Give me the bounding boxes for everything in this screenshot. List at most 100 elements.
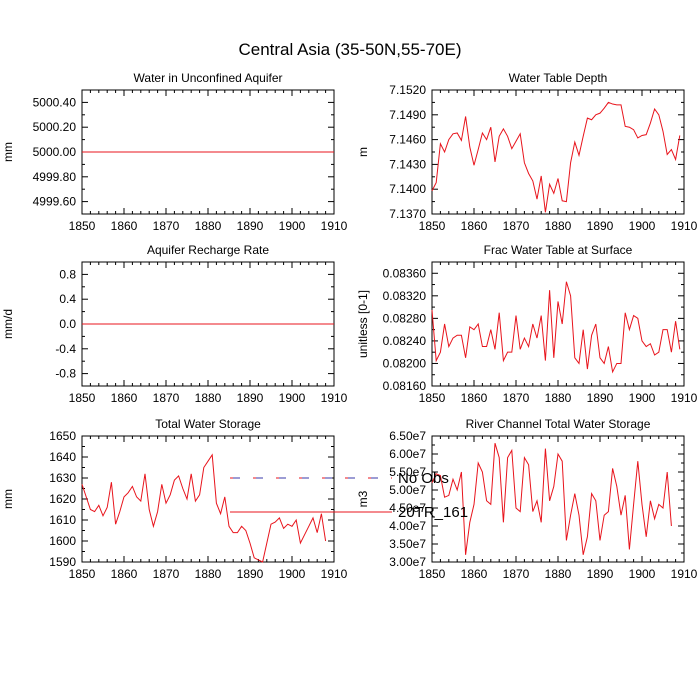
x-tick-label: 1870 [153,219,180,233]
x-tick-label: 1850 [419,567,446,581]
y-tick-label: 1610 [49,513,76,527]
x-tick-label: 1860 [461,567,488,581]
y-tick-label: 5000.40 [33,95,77,109]
panels: Water in Unconfined Aquifer 1850 1860 1870 1… [1,71,698,581]
x-tick-label: 1870 [503,391,530,405]
legend-entry: 20TR_161 [230,504,468,521]
panel-title: River Channel Total Water Storage [466,417,651,431]
plot-frame [431,261,685,387]
x-tick-label: 1910 [671,391,698,405]
x-tick-label: 1870 [503,567,530,581]
y-tick-label: 7.1460 [389,133,426,147]
x-tick-label: 1900 [629,219,656,233]
y-tick-label: 5000.20 [33,120,77,134]
x-tick-label: 1910 [321,391,348,405]
y-tick-label: 4999.60 [33,195,77,209]
y-tick-label: 7.1400 [389,182,426,196]
plot-frame [81,435,335,563]
y-tick-label: 6.50e7 [389,429,426,443]
plot-frame [431,89,685,215]
y-tick-label: 1620 [49,492,76,506]
x-tick-label: 1870 [153,391,180,405]
x-tick-label: 1900 [279,391,306,405]
x-tick-label: 1890 [587,219,614,233]
y-tick-label: 0.08240 [383,334,427,348]
x-tick-label: 1860 [111,219,138,233]
panel-title: Aquifer Recharge Rate [147,243,269,257]
y-tick-label: -0.4 [55,342,76,356]
panel-p3: Aquifer Recharge Rate 1850 1860 1870 1880 189… [1,243,348,405]
y-tick-label: 0.08200 [383,356,427,370]
x-tick-label: 1910 [671,567,698,581]
y-tick-label: 0.8 [59,267,76,281]
series-line-20tr-161 [81,453,327,563]
y-tick-label: 5.00e7 [389,483,426,497]
y-tick-label: 0.08320 [383,289,427,303]
y-tick-label: 0.08280 [383,311,427,325]
x-tick-label: 1890 [237,567,264,581]
y-axis-label: mm/d [1,309,15,339]
y-tick-label: 1600 [49,534,76,548]
x-tick-label: 1910 [321,219,348,233]
y-tick-label: -0.8 [55,367,76,381]
x-tick-label: 1860 [461,219,488,233]
y-tick-label: 0.08160 [383,379,427,393]
y-tick-label: 3.50e7 [389,537,426,551]
panel-title: Frac Water Table at Surface [484,243,633,257]
x-tick-label: 1910 [671,219,698,233]
series-line-20tr-161 [431,281,681,374]
y-tick-label: 0.08360 [383,266,427,280]
x-tick-label: 1900 [279,219,306,233]
y-tick-label: 1640 [49,450,76,464]
x-tick-label: 1850 [419,219,446,233]
x-tick-label: 1880 [545,567,572,581]
figure-title: Central Asia (35-50N,55-70E) [238,40,461,59]
y-tick-label: 5000.00 [33,145,77,159]
x-tick-label: 1890 [587,567,614,581]
x-tick-label: 1890 [587,391,614,405]
x-tick-label: 1860 [111,391,138,405]
x-tick-label: 1910 [321,567,348,581]
x-tick-label: 1850 [69,391,96,405]
series-line-20tr-161 [431,443,672,555]
x-tick-label: 1880 [545,219,572,233]
y-tick-label: 0.0 [59,317,76,331]
y-tick-label: 3.00e7 [389,555,426,569]
y-tick-label: 4999.80 [33,170,77,184]
panel-p4: Frac Water Table at Surface 1850 1860 1870 1… [356,243,698,405]
y-axis-label: m3 [356,490,370,507]
panel-title: Water in Unconfined Aquifer [134,71,283,85]
y-tick-label: 7.1370 [389,207,426,221]
x-tick-label: 1900 [279,567,306,581]
x-tick-label: 1870 [153,567,180,581]
x-tick-label: 1850 [419,391,446,405]
x-tick-label: 1880 [195,567,222,581]
x-tick-label: 1900 [629,391,656,405]
y-axis-label: m [356,147,370,157]
x-tick-label: 1880 [545,391,572,405]
legend-label: No Obs [398,470,449,487]
x-tick-label: 1850 [69,567,96,581]
legend: No Obs 20TR_161 [230,470,468,521]
x-tick-label: 1870 [503,219,530,233]
panel-title: Total Water Storage [155,417,261,431]
panel-p1: Water in Unconfined Aquifer 1850 1860 1870 1… [1,71,348,233]
x-tick-label: 1890 [237,219,264,233]
x-tick-label: 1860 [111,567,138,581]
y-tick-label: 4.50e7 [389,501,426,515]
y-axis-label: mm [1,489,15,509]
panel-p2: Water Table Depth 1850 1860 1870 1880 1890 190… [356,71,698,233]
y-tick-label: 4.00e7 [389,519,426,533]
legend-label: 20TR_161 [398,504,468,521]
y-axis-label: unitless [0-1] [356,290,370,358]
y-tick-label: 0.4 [59,292,76,306]
x-tick-label: 1890 [237,391,264,405]
y-tick-label: 1630 [49,471,76,485]
panel-title: Water Table Depth [509,71,608,85]
panel-p6: River Channel Total Water Storage 1850 186… [356,417,698,581]
y-tick-label: 7.1520 [389,83,426,97]
y-tick-label: 1650 [49,429,76,443]
x-tick-label: 1880 [195,391,222,405]
legend-entry: No Obs [230,470,449,487]
x-tick-label: 1900 [629,567,656,581]
